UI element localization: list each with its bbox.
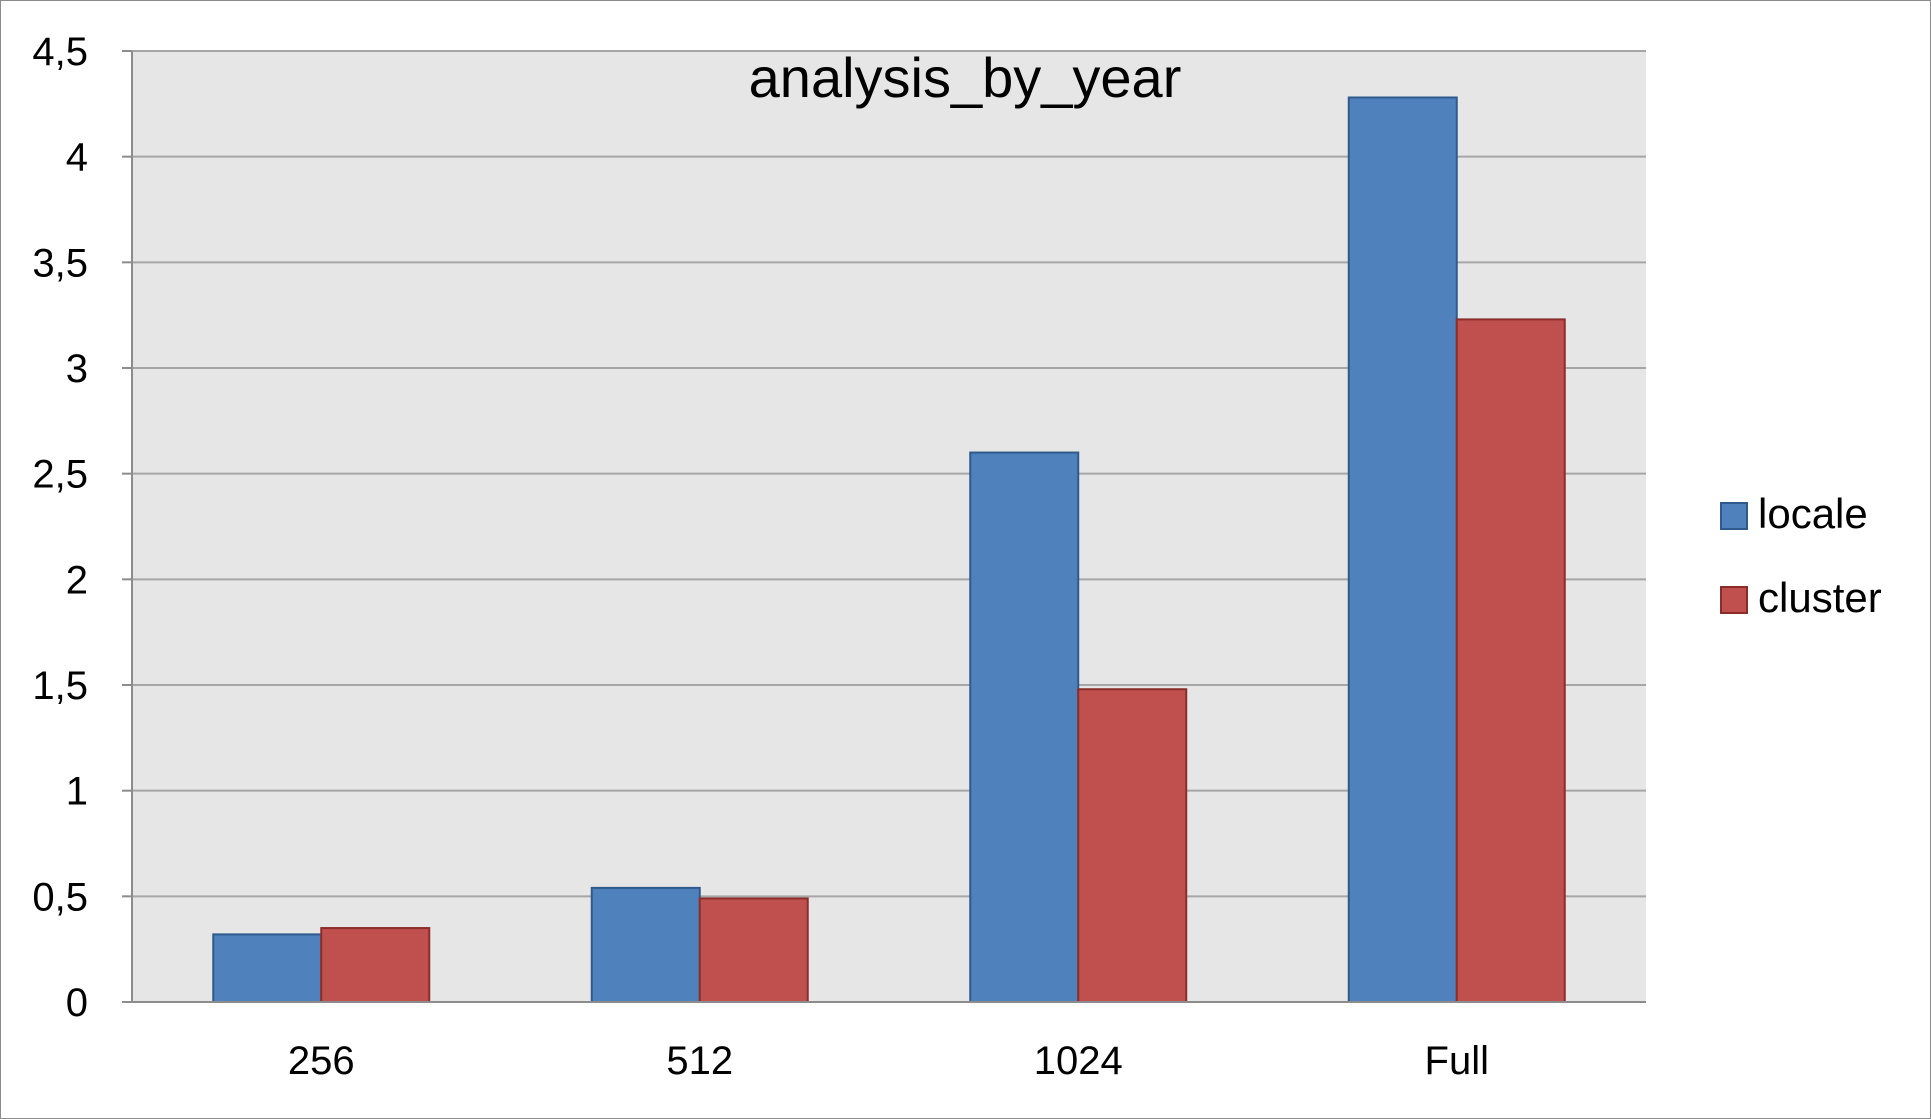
- y-tick-label: 1: [66, 770, 88, 814]
- x-tick-label: 512: [666, 1039, 733, 1083]
- y-tick-label: 3,5: [32, 241, 88, 285]
- y-tick-label: 0,5: [32, 875, 88, 919]
- x-tick-label: 1024: [1034, 1039, 1123, 1083]
- y-tick-label: 0: [66, 981, 88, 1025]
- bar-cluster-512: [698, 897, 809, 1003]
- y-tick-label: 2: [66, 558, 88, 602]
- bar-locale-Full: [1347, 96, 1458, 1003]
- bars: [212, 96, 1566, 1004]
- x-tick-label: Full: [1425, 1039, 1489, 1083]
- chart-title: analysis_by_year: [749, 46, 1182, 109]
- y-tick-label: 3: [66, 347, 88, 391]
- bar-cluster-1024: [1077, 688, 1188, 1004]
- bar-locale-1024: [969, 451, 1080, 1003]
- legend-swatch-cluster: [1720, 586, 1748, 614]
- bar-locale-512: [590, 886, 701, 1004]
- bar-locale-256: [212, 933, 323, 1004]
- x-tick-label: 256: [288, 1039, 355, 1083]
- legend-swatch-locale: [1720, 502, 1748, 530]
- y-tick-label: 4: [66, 136, 88, 180]
- legend-label-cluster: cluster: [1758, 574, 1882, 621]
- x-tick-labels: 256 512 1024 Full: [288, 1039, 1489, 1083]
- y-tick-label: 2,5: [32, 453, 88, 497]
- bar-cluster-256: [320, 927, 431, 1003]
- y-tick-labels: 0 0,5 1 1,5 2 2,5 3 3,5 4 4,5: [32, 30, 132, 1025]
- y-tick-label: 4,5: [32, 30, 88, 74]
- bar-cluster-Full: [1455, 318, 1566, 1004]
- legend: locale cluster: [1720, 490, 1882, 621]
- y-tick-label: 1,5: [32, 664, 88, 708]
- legend-label-locale: locale: [1758, 490, 1868, 537]
